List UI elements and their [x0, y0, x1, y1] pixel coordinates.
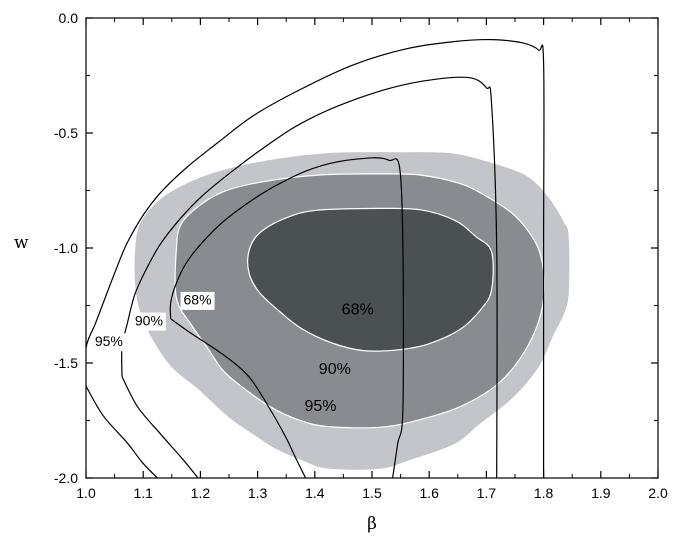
x-tick-label: 1.0 [76, 485, 96, 501]
y-axis-title: w [14, 233, 29, 253]
line-contour-label-68: 68% [184, 292, 212, 308]
x-tick-label: 1.8 [534, 485, 554, 501]
x-tick-label: 1.5 [362, 485, 382, 501]
line-contour-90-lower [121, 376, 199, 478]
filled-region-label-90: 90% [319, 361, 351, 378]
filled-region-label-68: 68% [342, 301, 374, 318]
line-contour-label-90: 90% [135, 312, 163, 328]
x-tick-label: 1.1 [133, 485, 153, 501]
line-contour-layer [86, 38, 545, 478]
x-tick-label: 1.9 [591, 485, 611, 501]
x-tick-label: 1.3 [248, 485, 268, 501]
line-contour-95-lower [86, 385, 158, 478]
x-tick-label: 1.4 [305, 485, 325, 501]
x-axis-title: β [367, 514, 377, 534]
contour-label-layer: 95% 90% 68% 95% 90% 68% [91, 291, 374, 415]
y-tick-label: -1.0 [54, 240, 78, 256]
y-tick-label: -2.0 [54, 470, 78, 486]
line-contour-68 [169, 157, 405, 478]
x-tick-label: 1.6 [419, 485, 439, 501]
x-tick-label: 1.2 [191, 485, 211, 501]
x-tick-label: 1.7 [477, 485, 497, 501]
y-tick-label: 0.0 [59, 10, 79, 26]
filled-contour-layer [133, 150, 571, 471]
line-contour-label-95: 95% [95, 333, 123, 349]
line-contour-label-bg-90 [131, 312, 166, 331]
line-contour-68-lower [170, 318, 307, 478]
line-contour-label-bg-68 [180, 291, 215, 310]
filled-region-label-95: 95% [305, 398, 337, 415]
line-contour-95 [86, 38, 545, 478]
y-tick-label: -0.5 [54, 125, 78, 141]
y-tick-label: -1.5 [54, 355, 78, 371]
filled-region-68 [247, 207, 494, 352]
line-contour-90 [121, 76, 498, 478]
axis-tick-layer: 1.0 1.1 1.2 1.3 1.4 1.5 1.6 1.7 1.8 1.9 2.0 0.0 -0.5… [54, 10, 668, 501]
line-contour-label-bg-95 [91, 333, 126, 352]
x-tick-label: 2.0 [648, 485, 668, 501]
